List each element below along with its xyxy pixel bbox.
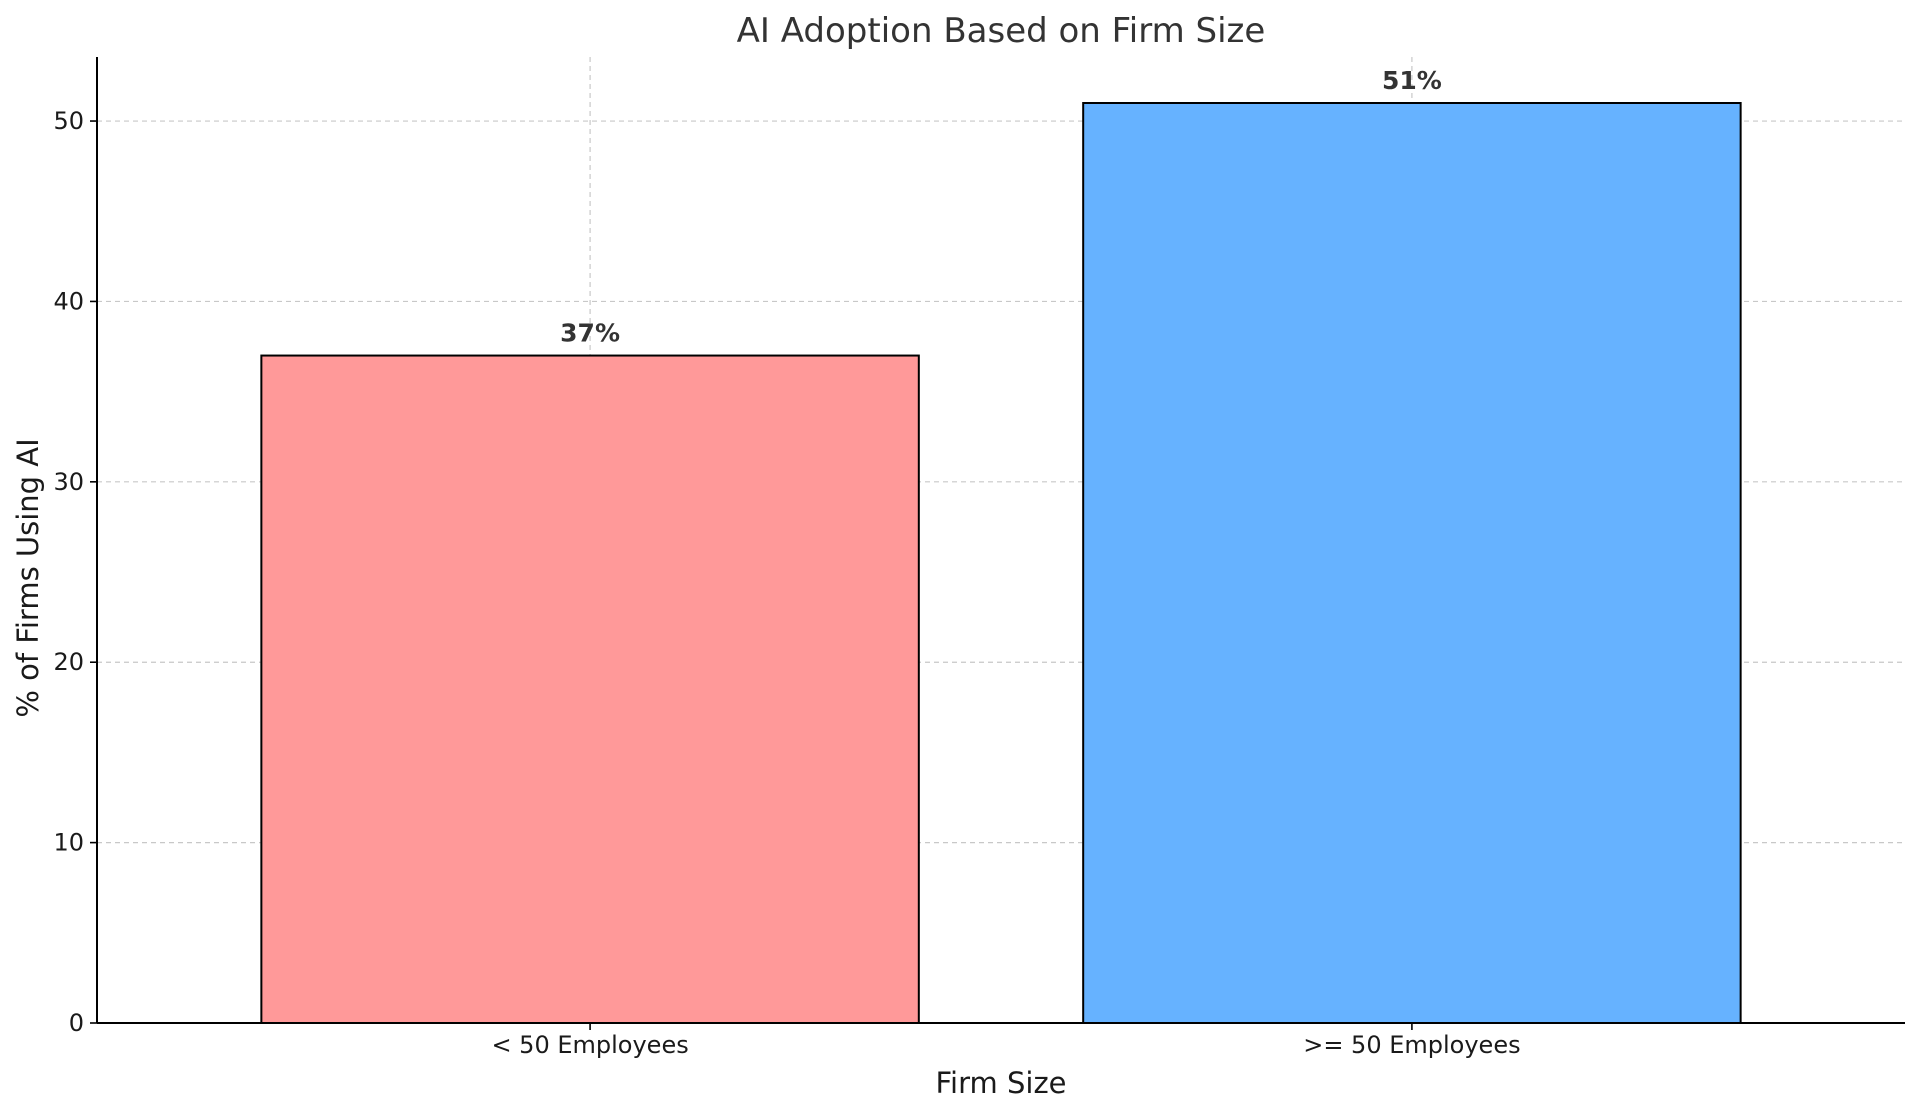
axes: 0 10 20 30 40 50 < 50 Employees >= 50 Employees [53, 57, 1905, 1059]
y-tick-label: 30 [53, 468, 84, 496]
x-tick-label: < 50 Employees [491, 1031, 688, 1059]
y-tick-label: 50 [53, 107, 84, 135]
y-axis-label: % of Firms Using AI [11, 438, 45, 717]
x-tick-label: >= 50 Employees [1303, 1031, 1520, 1059]
data-label: 37% [560, 319, 620, 348]
chart-title: AI Adoption Based on Firm Size [737, 11, 1266, 51]
bar [260, 354, 920, 1024]
data-label: 51% [1382, 66, 1442, 95]
y-tick-label: 40 [53, 287, 84, 315]
x-axis-label: Firm Size [935, 1066, 1066, 1100]
bar [1082, 102, 1742, 1024]
y-tick-label: 0 [69, 1009, 84, 1037]
y-tick-label: 20 [53, 648, 84, 676]
data-labels: 37% 51% [560, 66, 1442, 348]
bars [260, 102, 1742, 1024]
y-tick-label: 10 [53, 829, 84, 857]
